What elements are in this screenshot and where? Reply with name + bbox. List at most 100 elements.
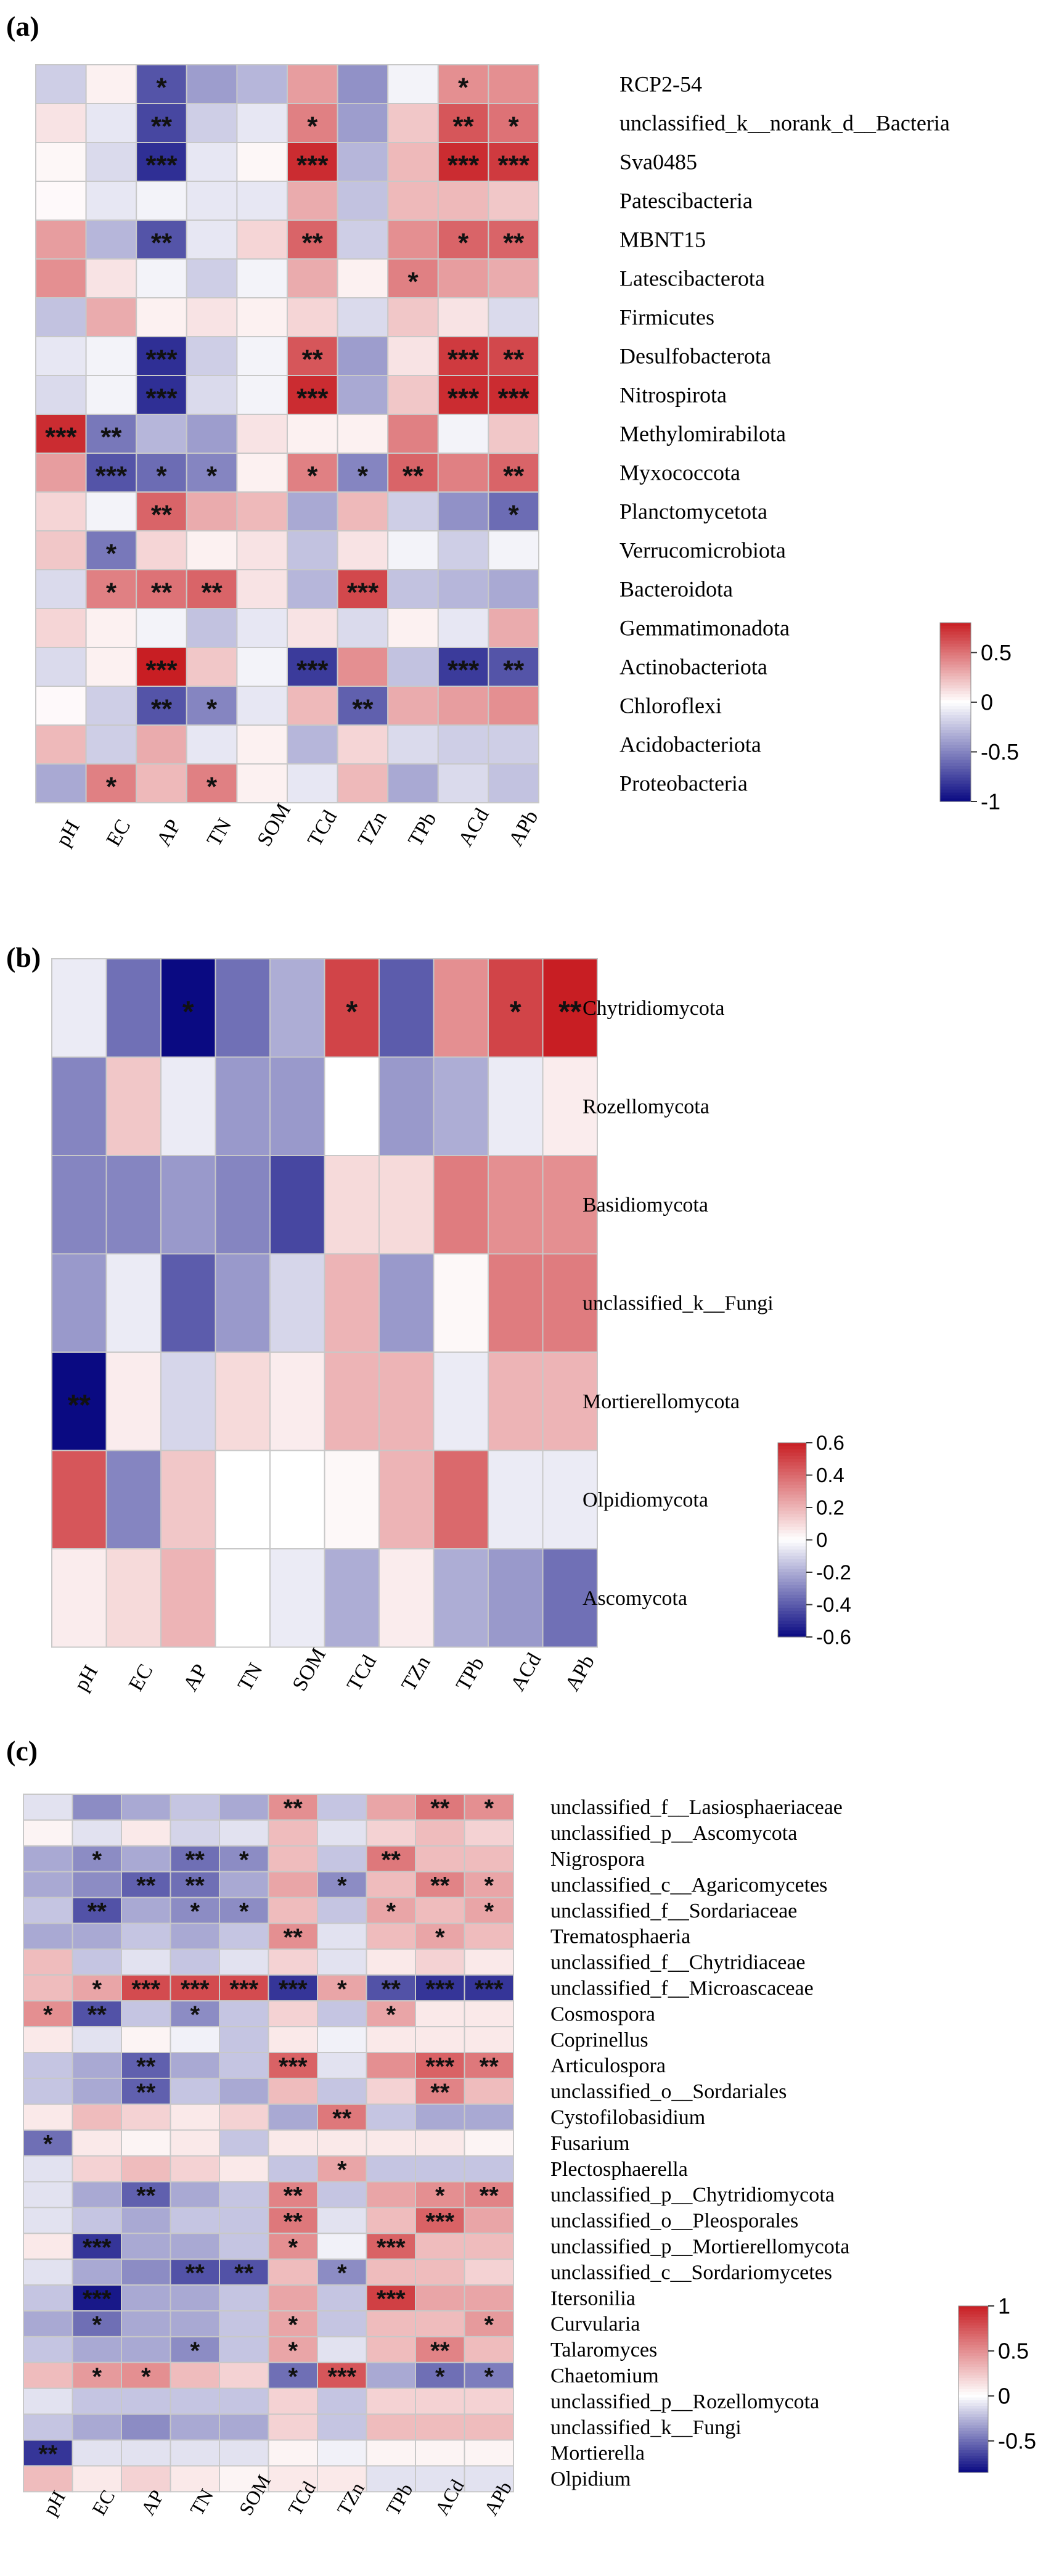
- colorbar-segment: [940, 638, 971, 641]
- heatmap-cell: [337, 647, 389, 687]
- column-label: TPb: [404, 808, 441, 850]
- column-label: AP: [152, 816, 186, 850]
- heatmap-cell: [85, 375, 137, 415]
- colorbar-segment: [778, 1533, 806, 1537]
- heatmap-cell: [542, 1352, 598, 1451]
- heatmap-cell: [170, 2413, 220, 2441]
- heatmap-cell: [268, 2052, 318, 2079]
- colorbar-segment: [959, 2358, 988, 2362]
- heatmap-cell: [72, 2413, 122, 2441]
- colorbar-segment: [959, 2464, 988, 2467]
- colorbar-segment: [940, 658, 971, 662]
- heatmap-cell: [269, 1450, 325, 1549]
- heatmap-cell: [219, 2258, 269, 2286]
- colorbar-segment: [778, 1472, 806, 1476]
- heatmap-cell: [121, 1948, 171, 1976]
- heatmap-cell: [268, 2439, 318, 2467]
- heatmap-cell: [542, 958, 598, 1058]
- heatmap-cell: [464, 1845, 514, 1873]
- heatmap-cell: [219, 2155, 269, 2183]
- heatmap-cell: [366, 2439, 416, 2467]
- heatmap-cell: [23, 2413, 73, 2441]
- heatmap-cell: [186, 181, 238, 221]
- heatmap-cell: [268, 2387, 318, 2415]
- heatmap-cell: [121, 1794, 171, 1821]
- row-label: Verrucomicrobiota: [619, 538, 786, 562]
- heatmap-cell: [121, 1922, 171, 1950]
- colorbar-segment: [959, 2389, 988, 2393]
- heatmap-cell: [366, 2387, 416, 2415]
- colorbar-segment: [778, 1527, 806, 1531]
- heatmap-cell: [85, 258, 137, 298]
- colorbar-segment: [940, 718, 971, 722]
- colorbar-segment: [940, 655, 971, 659]
- heatmap-cell: [317, 2387, 367, 2415]
- heatmap-cell: [170, 2077, 220, 2105]
- colorbar-segment: [778, 1514, 806, 1518]
- heatmap-cell: [85, 569, 137, 609]
- significance-mark: *: [435, 1924, 445, 1951]
- heatmap-cell: [317, 2336, 367, 2363]
- colorbar-segment: [778, 1465, 806, 1469]
- heatmap-cell: [236, 219, 288, 260]
- significance-mark: ***: [145, 655, 178, 686]
- colorbar-segment: [959, 2381, 988, 2384]
- row-label: unclassified_c__Agaricomycetes: [550, 1874, 827, 1897]
- colorbar-segment: [778, 1495, 806, 1498]
- heatmap-cell: [488, 142, 540, 182]
- colorbar-segment: [940, 694, 971, 698]
- colorbar-tick-label: 0.5: [981, 640, 1012, 665]
- heatmap-cell: [337, 103, 389, 143]
- significance-mark: *: [386, 1898, 396, 1926]
- heatmap-cell: [105, 1056, 162, 1156]
- colorbar-segment: [778, 1607, 806, 1612]
- panel-label-a: (a): [6, 10, 39, 42]
- significance-mark: **: [100, 422, 122, 453]
- heatmap-cell: [219, 2026, 269, 2054]
- heatmap-cell: [437, 647, 489, 687]
- heatmap-cell: [317, 2026, 367, 2054]
- heatmap-cell: [72, 1974, 122, 2002]
- colorbar-segment: [778, 1507, 806, 1511]
- colorbar-segment: [940, 667, 971, 671]
- significance-mark: ***: [425, 2208, 454, 2235]
- heatmap-cell: [170, 1948, 220, 1976]
- colorbar-segment: [778, 1598, 806, 1602]
- heatmap-cell: [35, 608, 87, 648]
- heatmap-cell: [236, 414, 288, 454]
- heatmap-cell: [337, 181, 389, 221]
- colorbar-segment: [959, 2375, 988, 2379]
- row-label: unclassified_o__Pleosporales: [550, 2210, 798, 2233]
- colorbar-segment: [940, 670, 971, 674]
- colorbar: [939, 622, 971, 802]
- heatmap-cell: [186, 763, 238, 803]
- heatmap-cell: [219, 2361, 269, 2389]
- heatmap-cell: [415, 2310, 465, 2337]
- heatmap-cell: [387, 647, 439, 687]
- heatmap-cell: [366, 2181, 416, 2209]
- colorbar-segment: [959, 2373, 988, 2376]
- heatmap-cell: [236, 724, 288, 765]
- heatmap-cell: [317, 1845, 367, 1873]
- colorbar-segment: [778, 1520, 806, 1524]
- heatmap-cell: [170, 2155, 220, 2183]
- significance-mark: **: [480, 2182, 499, 2209]
- heatmap-cell: [85, 103, 137, 143]
- heatmap-cell: [488, 64, 540, 104]
- significance-mark: *: [407, 267, 419, 297]
- heatmap-cell: [317, 1794, 367, 1821]
- row-label: Ascomycota: [583, 1587, 687, 1610]
- significance-mark: ***: [83, 2234, 112, 2261]
- significance-mark: **: [302, 345, 324, 375]
- significance-mark: **: [151, 112, 173, 142]
- colorbar-segment: [778, 1540, 806, 1544]
- heatmap-cell: [269, 1056, 325, 1156]
- colorbar-segment: [940, 649, 971, 653]
- significance-mark: ***: [498, 150, 530, 181]
- heatmap-cell: [186, 258, 238, 298]
- heatmap-cell: [415, 2155, 465, 2183]
- heatmap-cell: [219, 2284, 269, 2312]
- colorbar-segment: [778, 1556, 806, 1560]
- heatmap-cell: [287, 491, 338, 531]
- heatmap-cell: [136, 569, 187, 609]
